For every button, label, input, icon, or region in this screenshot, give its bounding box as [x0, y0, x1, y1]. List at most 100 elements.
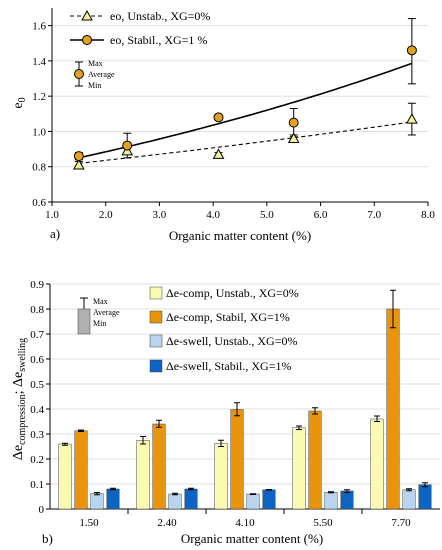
b-y-tick-label: 0.7	[30, 329, 44, 341]
a-x-tick-label: 5.0	[260, 209, 274, 221]
a-point-circle	[73, 151, 84, 162]
b-x-tick-label: 2.40	[157, 517, 177, 529]
b-y-label-sub-1: compression	[17, 394, 28, 445]
b-bar	[386, 308, 400, 510]
b-bar	[58, 443, 72, 510]
a-x-tick-label: 6.0	[314, 209, 328, 221]
b-y-axis-label: Δecompression; Δeswelling	[11, 338, 28, 460]
b-legend-label: Δe-swell, Unstab., XG=0%	[166, 334, 297, 348]
b-legend-swatch	[149, 286, 163, 300]
b-x-tick-label: 1.50	[79, 517, 99, 529]
b-legend-swatch	[149, 310, 163, 324]
a-axes	[48, 8, 429, 206]
a-x-tick-label: 8.0	[421, 209, 435, 221]
a-point-circle	[406, 45, 417, 56]
b-legend-label: Δe-comp, Unstab., XG=0%	[166, 286, 299, 300]
a-y-tick-label: 1.4	[32, 56, 46, 68]
b-y-tick-label: 0.3	[30, 429, 44, 441]
a-point-triangle	[73, 158, 85, 170]
b-bars	[58, 308, 432, 510]
b-legend-swatch	[149, 334, 163, 348]
b-bar	[292, 427, 306, 510]
b-x-tick-label: 7.70	[391, 517, 411, 529]
a-point-triangle	[406, 113, 418, 124]
a-x-axis-label: Organic matter content (%)	[169, 228, 311, 243]
b-bar	[152, 423, 166, 510]
a-y-axis-label-main: e	[11, 102, 26, 108]
b-bar	[184, 488, 198, 510]
chart-b: 0 0.1 0.2 0.3 0.4 0.5 0.6 0.7 0.8 0.9 1.50 2.40 4.1…	[11, 279, 440, 546]
b-y-tick-label: 0.8	[30, 304, 44, 316]
b-bar	[90, 493, 104, 510]
a-x-tick-label: 4.0	[206, 209, 220, 221]
b-bar	[402, 489, 416, 510]
b-y-tick-label: 0	[39, 504, 45, 516]
a-errlegend-label: Max	[88, 59, 103, 68]
b-bar	[214, 443, 228, 510]
b-bar	[340, 490, 354, 510]
a-legend-label: eo, Unstab., XG=0%	[110, 9, 210, 23]
a-point-circle	[288, 117, 299, 128]
a-point-circle	[122, 140, 133, 151]
b-y-tick-label: 0.9	[30, 279, 44, 291]
b-y-label-sub-2: swelling	[17, 338, 28, 372]
b-bar	[262, 489, 276, 510]
b-x-tick-labels: 1.50 2.40 4.10 5.50 7.70	[79, 517, 411, 529]
b-x-tick-label: 4.10	[235, 517, 255, 529]
b-y-tick-labels: 0 0.1 0.2 0.3 0.4 0.5 0.6 0.7 0.8 0.9	[30, 279, 44, 516]
b-bar	[418, 484, 432, 510]
a-legend-marker	[81, 9, 93, 21]
b-bar	[230, 409, 244, 510]
b-errlegend-label: Average	[93, 308, 120, 317]
b-panel-label: b)	[42, 531, 53, 546]
b-y-label-1: Δe	[11, 445, 26, 460]
b-bar	[106, 488, 120, 510]
b-x-tick-label: 5.50	[313, 517, 333, 529]
a-legend-marker	[82, 35, 92, 45]
a-errlegend-label: Min	[88, 81, 101, 90]
b-errlegend-box	[77, 308, 91, 335]
b-error-bars	[62, 289, 428, 496]
a-panel-label: a)	[50, 226, 60, 241]
a-x-tick-label: 1.0	[45, 209, 59, 221]
a-y-axis-label-sub: 0	[17, 97, 28, 102]
b-y-tick-label: 0.6	[30, 354, 44, 366]
b-x-axis-label: Organic matter content (%)	[181, 531, 323, 546]
b-bar	[308, 410, 322, 510]
a-gridlines	[52, 25, 428, 168]
b-bar	[136, 440, 150, 510]
b-legend-label: Δe-swell, Stabil., XG=1%	[166, 359, 291, 373]
b-y-tick-label: 0.2	[30, 454, 44, 466]
b-errlegend-label: Max	[93, 297, 108, 306]
a-errlegend-label: Average	[88, 70, 115, 79]
b-legend-swatch	[149, 359, 163, 373]
b-y-label-2: ; Δe	[11, 372, 26, 395]
a-trendline	[78, 62, 413, 159]
b-legend: Max Average Min Δe-comp, Unstab., XG=0% Δe-c…	[77, 286, 299, 373]
b-errlegend-label: Min	[93, 319, 106, 328]
b-bar	[370, 418, 384, 510]
b-legend-label: Δe-comp, Stabil, XG=1%	[166, 310, 290, 324]
a-markers	[73, 45, 418, 170]
b-y-tick-label: 0.4	[30, 404, 44, 416]
a-x-tick-label: 7.0	[367, 209, 381, 221]
a-trendlines	[78, 62, 413, 164]
a-legend: eo, Unstab., XG=0% eo, Stabil., XG=1 % Max…	[70, 9, 210, 90]
a-y-tick-label: 1.6	[32, 21, 46, 33]
a-y-tick-labels: 0.6 0.8 1.0 1.2 1.4 1.6	[32, 21, 46, 209]
b-bar	[74, 430, 88, 510]
a-point-triangle	[287, 132, 300, 144]
a-y-tick-label: 0.6	[32, 197, 46, 209]
b-bar	[324, 492, 338, 510]
a-y-tick-label: 1.2	[32, 91, 46, 103]
b-bar	[246, 493, 260, 510]
a-x-tick-label: 3.0	[153, 209, 167, 221]
chart-a: 0.6 0.8 1.0 1.2 1.4 1.6 1.0 2.0 3.0 4.0 5.0 6.0 7.0…	[11, 8, 435, 243]
a-y-axis-label: e0	[11, 97, 28, 108]
b-y-tick-label: 0.5	[30, 379, 44, 391]
a-legend-label: eo, Stabil., XG=1 %	[110, 33, 207, 47]
a-y-tick-label: 1.0	[32, 126, 46, 138]
a-point-triangle	[212, 148, 225, 159]
a-errlegend-marker	[74, 69, 84, 79]
